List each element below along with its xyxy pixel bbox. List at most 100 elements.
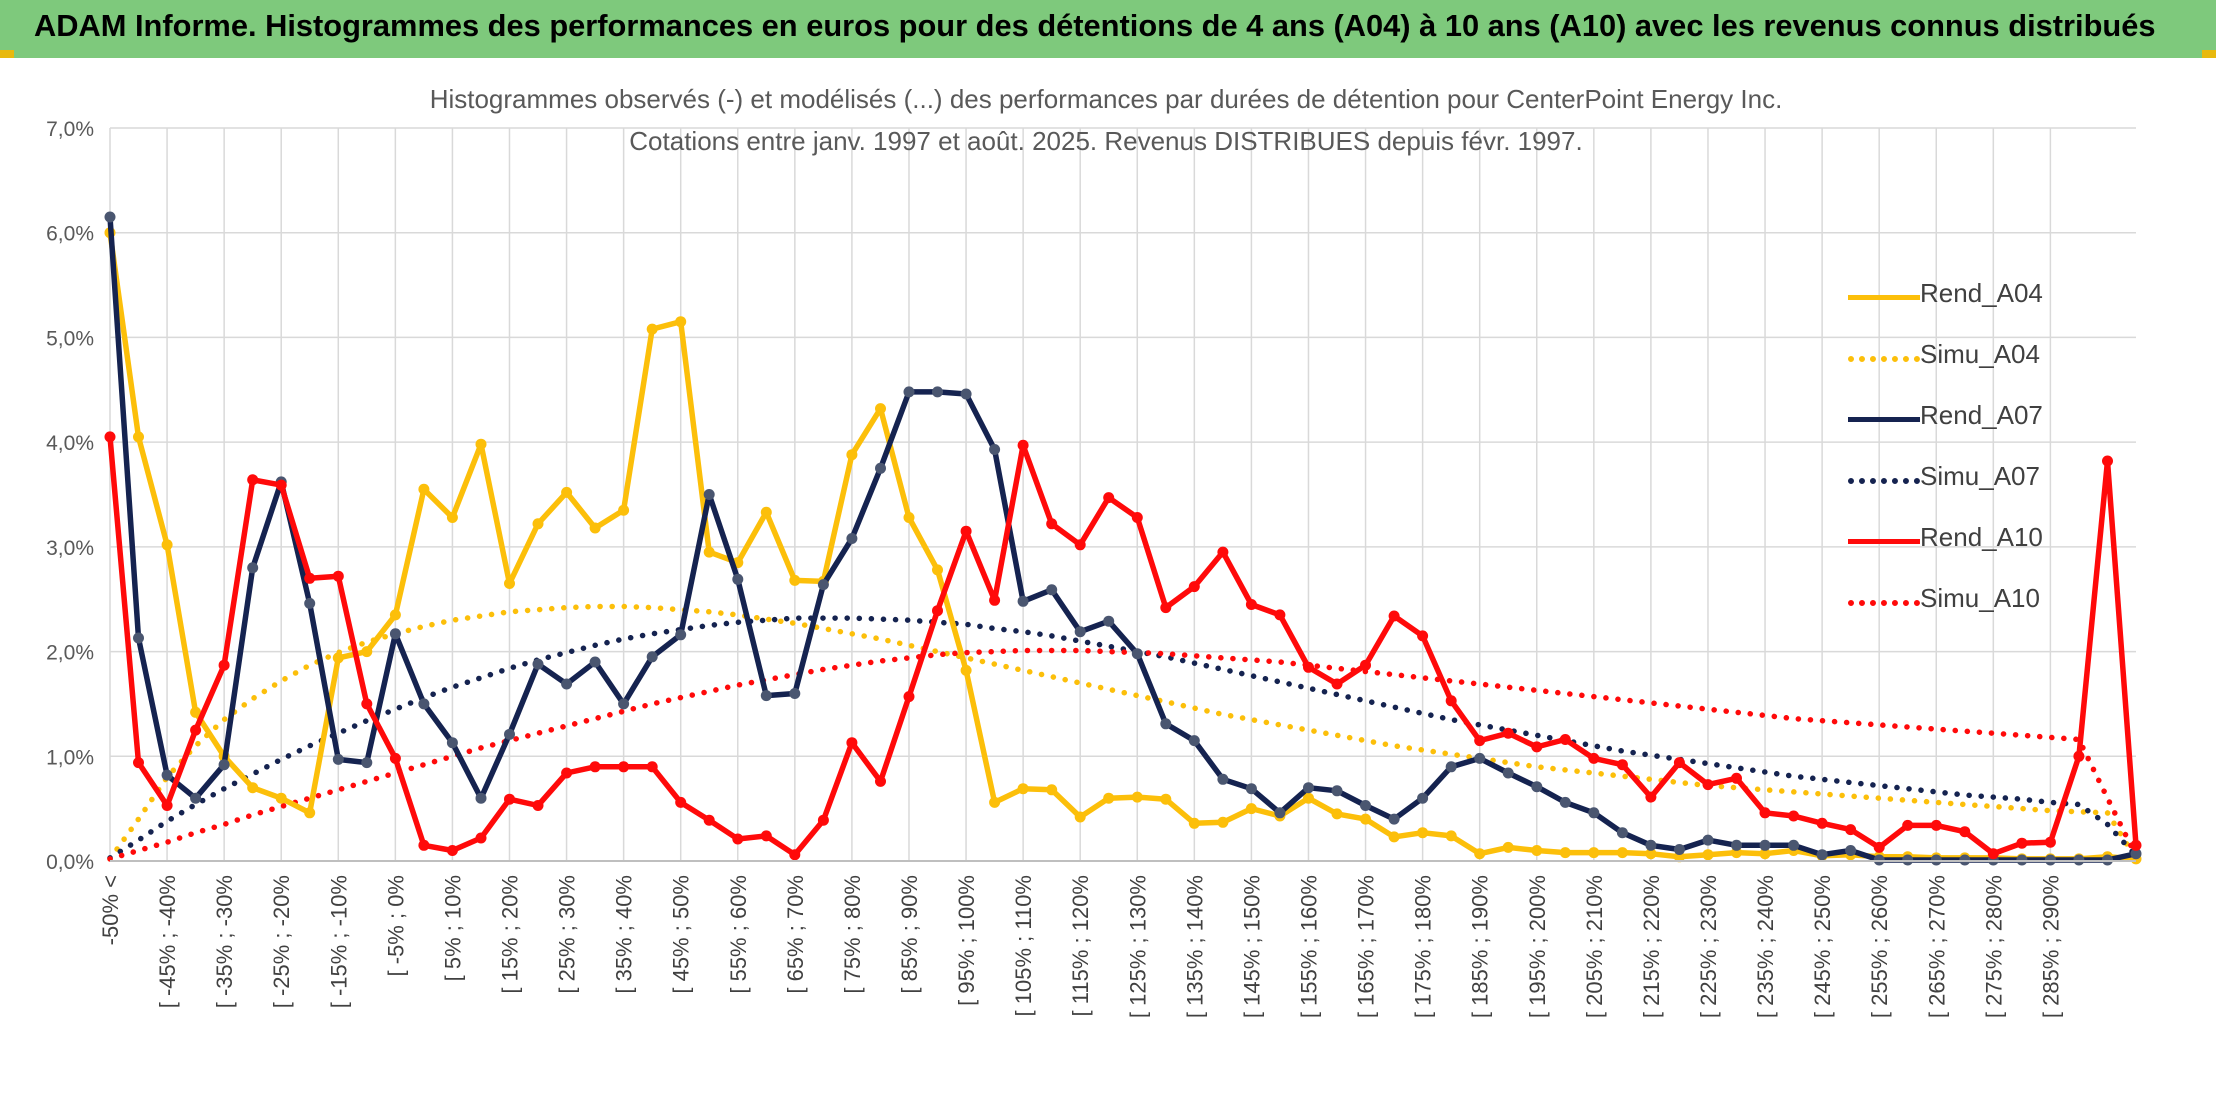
data-point-rend-a10: [1474, 735, 1486, 747]
x-tick-label: [ -35% ; -30%: [212, 875, 237, 1008]
series-layer: [104, 211, 2142, 866]
data-point-rend-a04: [418, 483, 430, 495]
data-point-rend-a07: [104, 211, 116, 223]
legend-item-rend-a07: Rend_A07: [1848, 388, 2108, 449]
data-point-rend-a04: [161, 539, 173, 551]
x-tick-label: [ 5% ; 10%: [440, 875, 465, 981]
x-tick-label: [ 65% ; 70%: [783, 875, 808, 994]
data-point-rend-a10: [1531, 741, 1543, 753]
x-tick-label: [ 285% ; 290%: [2038, 875, 2063, 1018]
data-point-rend-a04: [1074, 811, 1086, 823]
data-point-rend-a07: [418, 698, 430, 710]
x-tick-label: [ 85% ; 90%: [897, 875, 922, 994]
legend-label-simu-a07: Simu_A07: [1920, 461, 2040, 491]
data-point-rend-a04: [1360, 813, 1371, 825]
data-point-rend-a10: [989, 594, 1001, 606]
data-point-rend-a04: [1160, 793, 1172, 805]
x-tick-label: [ 125% ; 130%: [1125, 875, 1150, 1018]
x-axis: -50% < [ -45% ; -40% [ -35% ; -30% [ -25% ;…: [98, 860, 2136, 1018]
data-point-rend-a10: [2073, 750, 2085, 762]
data-point-rend-a04: [475, 438, 487, 450]
x-tick-label: [ 135% ; 140%: [1182, 875, 1207, 1018]
series-line-simu-a04: [107, 603, 2139, 862]
data-point-rend-a04: [618, 504, 630, 516]
data-point-rend-a07: [1360, 800, 1371, 811]
data-point-rend-a10: [1160, 602, 1172, 614]
data-point-rend-a10: [817, 814, 829, 826]
data-point-rend-a10: [1502, 727, 1514, 739]
data-point-rend-a07: [703, 489, 715, 500]
legend-label-rend-a07: Rend_A07: [1920, 400, 2043, 430]
data-point-rend-a10: [1360, 659, 1371, 671]
data-point-rend-a10: [1331, 678, 1343, 690]
data-point-rend-a07: [1645, 839, 1657, 851]
data-point-rend-a07: [1188, 735, 1200, 747]
data-point-rend-a10: [1902, 819, 1914, 831]
data-point-rend-a10: [104, 431, 116, 443]
data-point-rend-a07: [1046, 584, 1058, 596]
x-tick-label: [ 165% ; 170%: [1354, 875, 1379, 1018]
x-tick-label: [ 275% ; 280%: [1981, 875, 2006, 1018]
legend-swatch-simu-a07: [1848, 478, 1920, 484]
data-point-rend-a10: [190, 724, 202, 736]
data-point-rend-a10: [504, 793, 515, 805]
legend: Rend_A04 Simu_A04 Rend_A07 Simu_A07 Rend_A10…: [1848, 266, 2108, 632]
data-point-rend-a10: [418, 839, 430, 851]
data-point-rend-a10: [389, 752, 401, 764]
data-point-rend-a04: [1388, 831, 1400, 843]
y-tick-label: 4,0%: [46, 432, 94, 455]
data-point-rend-a04: [1131, 791, 1143, 803]
data-point-rend-a07: [361, 757, 373, 769]
data-point-rend-a10: [475, 832, 487, 844]
data-point-rend-a10: [1103, 492, 1115, 504]
data-point-rend-a04: [1645, 848, 1657, 860]
x-tick-label: [ -5% ; 0%: [383, 875, 408, 976]
data-point-rend-a07: [532, 658, 544, 670]
data-point-rend-a10: [732, 833, 744, 845]
y-tick-label: 1,0%: [46, 746, 94, 769]
chart-area: 0,0% 1,0% 2,0% 3,0% 4,0% 5,0% 6,0% 7,0% -50% < […: [0, 58, 2216, 1102]
x-tick-label: [ 15% ; 20%: [497, 875, 522, 994]
data-point-rend-a04: [1245, 803, 1257, 815]
data-point-rend-a07: [1673, 844, 1685, 855]
data-point-rend-a07: [1702, 834, 1714, 846]
data-point-rend-a10: [275, 479, 287, 491]
data-point-rend-a04: [960, 664, 972, 676]
data-point-rend-a07: [1331, 785, 1343, 797]
series-line-simu-a10: [107, 647, 2139, 862]
data-point-rend-a07: [1303, 782, 1314, 794]
data-point-rend-a04: [675, 316, 687, 328]
data-point-rend-a07: [846, 533, 858, 544]
data-point-rend-a10: [304, 572, 316, 584]
data-point-rend-a07: [1474, 752, 1486, 764]
legend-swatch-simu-a10: [1848, 600, 1920, 606]
data-point-rend-a07: [1131, 648, 1143, 660]
data-point-rend-a07: [1816, 849, 1828, 861]
data-point-rend-a10: [875, 775, 886, 787]
data-point-rend-a10: [247, 474, 259, 486]
y-tick-label: 0,0%: [46, 851, 94, 874]
data-point-rend-a10: [1759, 807, 1771, 819]
data-point-rend-a04: [1588, 847, 1600, 859]
data-point-rend-a10: [2044, 836, 2056, 848]
data-point-rend-a10: [589, 761, 601, 773]
data-point-rend-a04: [1417, 827, 1429, 839]
data-point-rend-a10: [646, 761, 658, 773]
data-point-rend-a07: [1502, 767, 1514, 779]
data-point-rend-a10: [2130, 839, 2142, 851]
data-point-rend-a10: [1274, 609, 1286, 621]
data-point-rend-a04: [1474, 848, 1486, 860]
data-point-rend-a10: [960, 525, 972, 537]
data-point-rend-a07: [1788, 839, 1800, 851]
data-point-rend-a10: [1788, 810, 1800, 822]
data-point-rend-a07: [732, 573, 744, 585]
data-point-rend-a10: [1645, 791, 1657, 803]
data-point-rend-a10: [903, 691, 915, 703]
data-point-rend-a07: [817, 579, 829, 591]
data-point-rend-a10: [2016, 837, 2028, 849]
data-point-rend-a10: [760, 830, 772, 842]
x-tick-label: [ 115% ; 120%: [1068, 875, 1093, 1016]
data-point-rend-a10: [1559, 734, 1571, 745]
x-tick-label: [ 235% ; 240%: [1753, 875, 1778, 1018]
data-point-rend-a04: [1103, 792, 1115, 804]
